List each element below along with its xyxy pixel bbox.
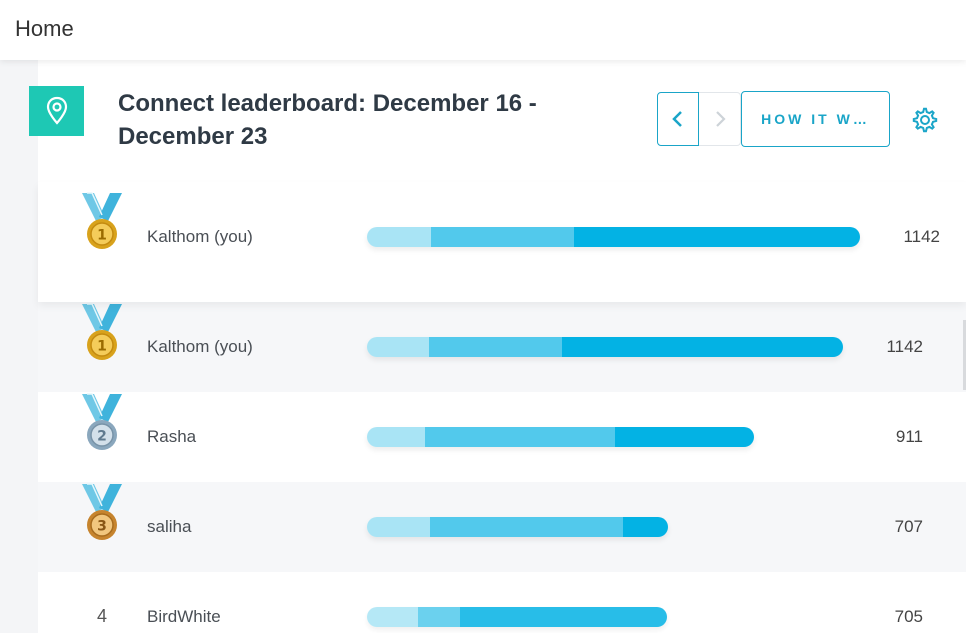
score-bar-segment [622,517,668,537]
score-bar [367,337,843,357]
location-badge [29,86,84,136]
player-name: Rasha [147,427,197,446]
score-bar-segment [367,337,429,357]
svg-text:1: 1 [97,339,107,355]
gold-medal-icon: 1 [82,303,122,360]
top-bar: Home [0,0,966,60]
bronze-medal-icon: 3 [82,483,122,540]
previous-week-button[interactable] [657,92,699,146]
score-bar-segment [574,227,860,247]
score-bar-segment [431,227,575,247]
silver-medal-icon: 2 [82,393,122,450]
leaderboard-row: 4 BirdWhite 705 [38,572,966,633]
current-user-row: 1 Kalthom (you) 1142 [38,182,966,302]
chevron-right-icon [715,111,726,127]
player-name: Kalthom (you) [147,337,253,356]
current-user-score: 1142 [903,227,940,246]
current-user-name: Kalthom (you) [147,227,253,246]
score-bar [367,427,754,447]
next-week-button[interactable] [699,92,741,146]
player-name: saliha [147,517,192,536]
score-bar [367,517,668,537]
score-bar-segment [428,337,563,357]
leaderboard-row: 1 Kalthom (you) 1142 [38,302,966,392]
score-bar-segment [367,427,426,447]
current-user-score-bar [367,227,860,247]
score-bar-segment [460,607,667,627]
score-bar-segment [614,427,754,447]
location-pin-icon [46,96,67,125]
player-score: 705 [894,607,923,626]
score-bar [367,607,667,627]
score-bar-segment [430,517,623,537]
leaderboard-title: Connect leaderboard: December 16 - Decem… [118,90,537,150]
player-score: 1142 [886,337,923,356]
score-bar-segment [367,607,418,627]
score-bar-segment [367,517,431,537]
gear-icon [912,107,938,133]
rank-number: 4 [96,606,107,626]
chevron-left-icon [672,111,682,127]
page-title: Home [15,16,74,41]
score-bar-segment [425,427,615,447]
score-bar-segment [562,337,843,357]
player-score: 707 [894,517,923,536]
how-it-works-button[interactable]: HOW IT W… [741,91,890,147]
player-score: 911 [895,427,923,446]
leaderboard-row: 3 saliha 707 [38,482,966,572]
leaderboard-row: 2 Rasha 911 [38,392,966,482]
svg-text:3: 3 [97,519,107,535]
score-bar-segment [367,227,432,247]
score-bar-segment [418,607,460,627]
scrollbar[interactable] [963,320,966,390]
svg-text:1: 1 [97,228,107,244]
player-name: BirdWhite [147,607,221,626]
svg-text:2: 2 [97,429,107,445]
settings-button[interactable] [910,105,940,135]
gold-medal-icon: 1 [82,192,122,249]
